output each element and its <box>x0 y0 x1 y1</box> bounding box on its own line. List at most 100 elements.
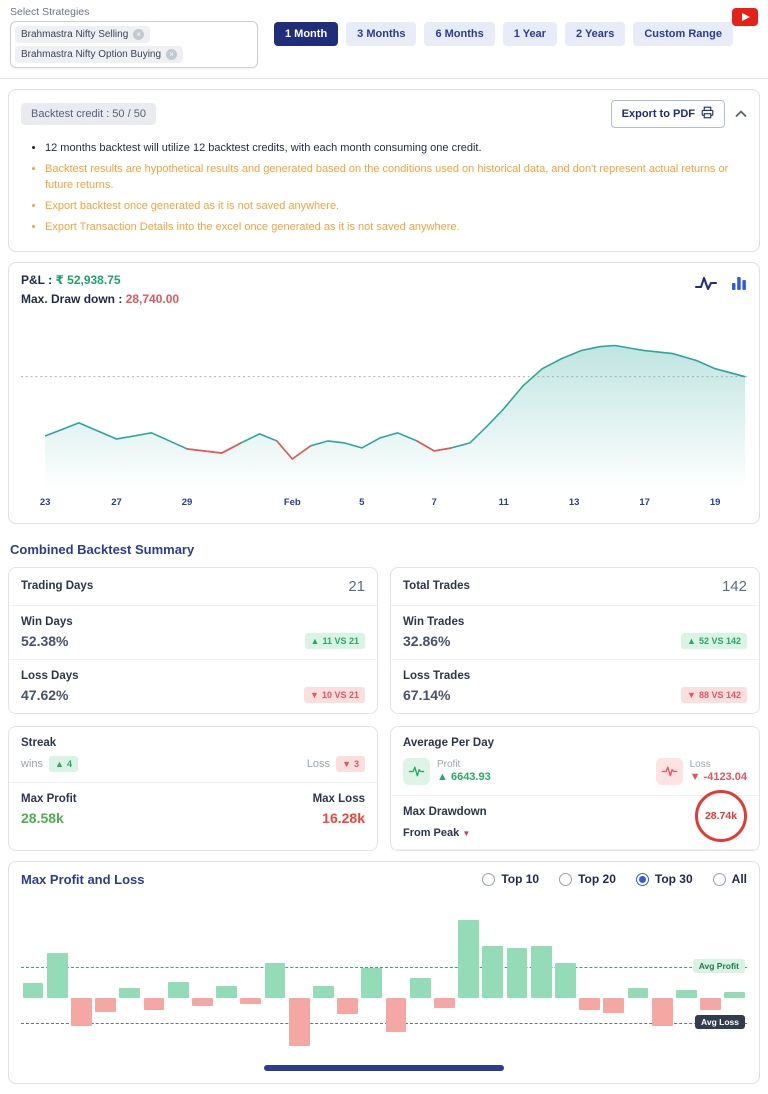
win-trades-badge: ▲ 52 VS 142 <box>681 632 747 649</box>
range-tabs: 1 Month 3 Months 6 Months 1 Year 2 Years… <box>274 22 733 46</box>
max-loss-label: Max Loss <box>312 792 365 805</box>
from-peak-label: From Peak ▼ <box>403 826 471 839</box>
win-days-label: Win Days <box>21 615 73 628</box>
profit-bar <box>119 987 141 998</box>
radio-all[interactable]: All <box>712 872 747 886</box>
profit-bar <box>313 985 334 998</box>
radio-top-30[interactable]: Top 30 <box>635 872 693 886</box>
collapse-chevron-icon[interactable] <box>735 110 747 118</box>
chart-path <box>276 440 312 460</box>
loss-bar <box>337 997 359 1014</box>
trading-days-value: 21 <box>348 577 365 595</box>
arrow-down-icon: ▼ <box>310 689 319 700</box>
arrow-down-icon: ▼ <box>342 758 351 769</box>
average-per-day-label: Average Per Day <box>403 736 494 749</box>
loss-bar <box>95 997 117 1012</box>
bar-chart-icon[interactable] <box>731 275 747 291</box>
total-trades-label: Total Trades <box>403 580 470 593</box>
loss-days-row: Loss Days 47.62% ▼ 10 VS 21 <box>9 660 377 713</box>
loss-label: Loss <box>306 757 331 770</box>
win-streak-badge: ▲ 4 <box>49 755 78 772</box>
x-axis-label: 19 <box>709 496 721 508</box>
profit-bar <box>167 981 189 998</box>
range-button-custom[interactable]: Custom Range <box>633 22 733 46</box>
win-trades-label: Win Trades <box>403 615 465 628</box>
range-button-2-years[interactable]: 2 Years <box>564 22 626 46</box>
pnl-header: P&L : ₹ 52,938.75 Max. Draw down : 28,74… <box>21 273 747 311</box>
profit-loss-bar-chart: Avg Profit Avg Loss <box>21 901 747 1053</box>
loss-pulse-icon <box>655 757 683 785</box>
remove-strategy-icon[interactable]: × <box>133 29 145 40</box>
strategy-select[interactable]: Brahmastra Nifty Selling × Brahmastra Ni… <box>10 21 258 68</box>
arrow-down-icon: ▼ <box>687 689 696 700</box>
avg-loss-label: Avg Loss <box>695 1014 745 1029</box>
profit-pulse-icon <box>403 757 430 785</box>
x-axis-label: 13 <box>568 496 580 508</box>
trading-days-row: Trading Days 21 <box>9 568 377 606</box>
drawdown-value: 28,740.00 <box>125 291 180 306</box>
avg-profit-label: Avg Profit <box>692 958 745 973</box>
strategy-chip: Brahmastra Nifty Option Buying × <box>15 46 184 63</box>
pnl-value-line: P&L : ₹ 52,938.75 <box>21 273 179 287</box>
drawdown-line: Max. Draw down : 28,740.00 <box>21 292 179 306</box>
drawdown-label: Max. Draw down : <box>21 291 123 306</box>
loss-label: Loss <box>689 759 711 771</box>
note-item: 12 months backtest will utilize 12 backt… <box>45 141 745 157</box>
radio-top-10[interactable]: Top 10 <box>482 872 539 886</box>
credits-notes: 12 months backtest will utilize 12 backt… <box>23 141 745 236</box>
profit-bar <box>409 977 431 998</box>
trades-summary-card: Total Trades 142 Win Trades 32.86% ▲ 52 V… <box>390 566 760 714</box>
loss-trades-value: 67.14% <box>403 686 451 703</box>
loss-bar <box>288 997 310 1046</box>
win-trades-value: 32.86% <box>403 632 451 649</box>
pnl-label: P&L : <box>21 272 53 287</box>
profit-bar <box>216 985 238 998</box>
win-days-row: Win Days 52.38% ▲ 11 VS 21 <box>9 606 377 660</box>
range-button-3-months[interactable]: 3 Months <box>346 22 417 46</box>
radio-icon <box>635 872 649 886</box>
chart-path <box>186 441 242 454</box>
pnl-value: ₹ 52,938.75 <box>55 272 121 287</box>
streak-label: Streak <box>21 736 57 749</box>
max-pl-card: Max Profit and Loss Top 10 Top 20 Top 30… <box>8 860 760 1084</box>
x-axis-label: 11 <box>498 496 509 508</box>
radio-icon <box>482 872 496 886</box>
arrow-up-icon: ▲ <box>55 758 64 769</box>
max-drawdown-circle-badge: 28.74k <box>695 789 747 842</box>
remove-strategy-icon[interactable]: × <box>166 49 178 60</box>
profit-bar <box>264 962 286 998</box>
profit-bar <box>361 967 383 998</box>
backtest-credit-badge: Backtest credit : 50 / 50 <box>21 103 156 125</box>
loss-days-label: Loss Days <box>21 669 79 682</box>
pnl-chart-card: P&L : ₹ 52,938.75 Max. Draw down : 28,74… <box>8 261 760 524</box>
max-drawdown-label: Max Drawdown <box>403 805 487 818</box>
note-item: Export backtest once generated as it is … <box>45 199 745 215</box>
x-axis-label: 23 <box>39 496 51 508</box>
youtube-icon[interactable] <box>732 8 758 31</box>
max-profit-label: Max Profit <box>21 792 77 805</box>
arrow-down-icon: ▼ <box>689 771 704 784</box>
horizontal-scrollbar[interactable] <box>264 1064 504 1071</box>
profit-bar <box>506 947 528 998</box>
top-n-radio-group: Top 10 Top 20 Top 30 All <box>482 872 747 886</box>
radio-top-20[interactable]: Top 20 <box>559 872 616 886</box>
profit-bar <box>676 989 697 998</box>
pnl-stats: P&L : ₹ 52,938.75 Max. Draw down : 28,74… <box>21 273 179 311</box>
average-per-day-card: Average Per Day Profit ▲ 6643.93 <box>390 725 760 851</box>
days-summary-card: Trading Days 21 Win Days 52.38% ▲ 11 VS 2… <box>8 566 378 714</box>
range-button-1-month[interactable]: 1 Month <box>274 22 339 46</box>
x-axis-label: 17 <box>639 496 650 508</box>
x-axis-label: Feb <box>283 496 301 508</box>
x-axis-label: 27 <box>111 496 122 508</box>
loss-trades-badge: ▼ 88 VS 142 <box>681 686 747 703</box>
chart-path <box>416 439 452 452</box>
radio-icon <box>712 872 726 886</box>
range-button-6-months[interactable]: 6 Months <box>424 22 495 46</box>
export-pdf-button[interactable]: Export to PDF <box>610 100 725 128</box>
line-chart-icon[interactable] <box>695 275 717 291</box>
profit-bar <box>627 987 649 998</box>
profit-bar <box>530 945 552 998</box>
wins-label: wins <box>21 757 44 770</box>
range-button-1-year[interactable]: 1 Year <box>502 22 557 46</box>
